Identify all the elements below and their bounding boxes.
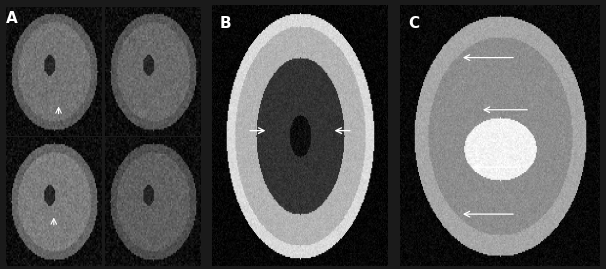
Text: C: C <box>408 16 419 31</box>
Text: A: A <box>6 11 18 26</box>
Text: B: B <box>219 16 231 31</box>
